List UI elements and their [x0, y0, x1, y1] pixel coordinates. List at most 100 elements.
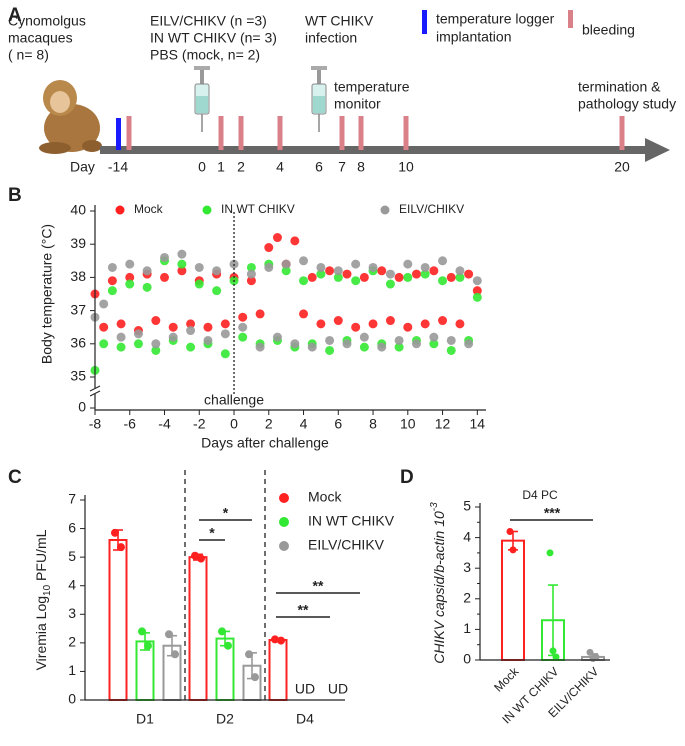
data-point — [116, 319, 126, 329]
data-point — [238, 332, 248, 342]
bar — [188, 556, 208, 702]
data-point — [151, 316, 161, 326]
panel-label: A — [8, 5, 22, 26]
legend-marker — [279, 541, 289, 551]
data-point — [125, 259, 135, 269]
data-point — [368, 319, 378, 329]
x-tick-label: 0 — [230, 416, 238, 432]
data-point — [99, 339, 109, 349]
data-point — [116, 342, 126, 352]
label: IN WT CHIKV (n= 3) — [150, 30, 277, 46]
label: EILV/CHIKV (n =3) — [150, 13, 267, 29]
legend-swatch — [568, 10, 573, 28]
data-point — [203, 335, 213, 345]
x-tick-label: 10 — [400, 416, 416, 432]
data-point — [133, 339, 143, 349]
y-tick-label: 7 — [68, 491, 76, 507]
axis-label: Day — [70, 159, 95, 175]
axis-break — [89, 388, 101, 394]
data-point — [429, 332, 439, 342]
day-label: 8 — [357, 159, 365, 175]
data-point — [290, 339, 300, 349]
data-point — [168, 332, 178, 342]
data-point — [246, 262, 256, 272]
data-point — [403, 272, 413, 282]
data-point — [191, 551, 199, 560]
data-point — [446, 335, 456, 345]
label: monitor — [334, 96, 381, 112]
label: PBS (mock, n= 2) — [150, 47, 260, 63]
data-point — [368, 262, 378, 272]
x-tick-label: 2 — [265, 416, 273, 432]
value-label: UD — [328, 681, 348, 697]
bar — [501, 539, 525, 661]
data-point — [446, 345, 456, 355]
y-tick-label: 38 — [70, 268, 86, 284]
data-point — [299, 276, 309, 286]
data-point — [394, 342, 404, 352]
data-point — [552, 653, 560, 661]
y-tick-label: 1 — [463, 620, 471, 636]
data-point — [546, 549, 554, 557]
day-label: 0 — [198, 159, 206, 175]
day-label: 7 — [338, 159, 346, 175]
data-point — [107, 276, 117, 286]
y-axis-label: CHIKV capsid/b-actin 10-3 — [429, 502, 447, 664]
data-point — [385, 279, 395, 289]
data-point — [111, 528, 119, 537]
y-axis-label: Body temperature (°C) — [39, 224, 55, 364]
x-tick-label: 6 — [334, 416, 342, 432]
label: macaques — [8, 30, 73, 46]
data-point — [194, 279, 204, 289]
bleeding-mark — [126, 116, 132, 150]
legend-swatch — [422, 10, 427, 34]
label-part: 10 — [42, 584, 53, 596]
label: infection — [305, 30, 357, 46]
data-point — [464, 339, 474, 349]
label-part: -3 — [429, 502, 440, 511]
y-tick-label: 39 — [70, 235, 86, 251]
y-tick-label: 3 — [68, 605, 76, 621]
data-point — [218, 627, 226, 636]
data-point — [144, 641, 152, 650]
label-part: PFU/mL — [33, 529, 49, 584]
data-point — [272, 332, 282, 342]
syringe-cap — [194, 66, 210, 70]
syringe-plunger — [317, 70, 321, 84]
legend-marker — [279, 493, 289, 503]
bleeding-mark — [619, 116, 625, 150]
panel-label: B — [8, 185, 22, 206]
data-point — [333, 316, 343, 326]
data-point — [420, 262, 430, 272]
x-tick-label: D2 — [216, 711, 234, 727]
bleeding-mark — [403, 116, 409, 150]
data-point — [151, 339, 161, 349]
y-tick-label: 2.5 — [454, 576, 471, 590]
y-tick-label: 1.5 — [454, 606, 471, 620]
legend-marker — [279, 517, 289, 527]
x-tick-label: 14 — [470, 416, 486, 432]
data-point — [116, 332, 126, 342]
data-point — [325, 266, 335, 276]
syringe-cap — [311, 66, 327, 70]
data-point — [455, 319, 465, 329]
y-tick-label: 0 — [78, 399, 86, 415]
data-point — [99, 322, 109, 332]
day-label: -14 — [108, 159, 128, 175]
syringe-plunger — [200, 70, 204, 84]
day-label: 1 — [217, 159, 225, 175]
data-point — [377, 342, 387, 352]
data-point — [299, 309, 309, 319]
day-label: 2 — [237, 159, 245, 175]
data-point — [549, 647, 557, 655]
data-point — [411, 339, 421, 349]
significance-label: ** — [298, 602, 309, 618]
y-tick-label: 4 — [68, 576, 76, 592]
data-point — [160, 252, 170, 262]
data-point — [142, 282, 152, 292]
bleeding-mark — [218, 116, 224, 150]
x-axis-label: Days after challenge — [201, 435, 329, 451]
data-point — [177, 266, 187, 276]
data-point — [446, 272, 456, 282]
panel-label: C — [8, 467, 22, 488]
